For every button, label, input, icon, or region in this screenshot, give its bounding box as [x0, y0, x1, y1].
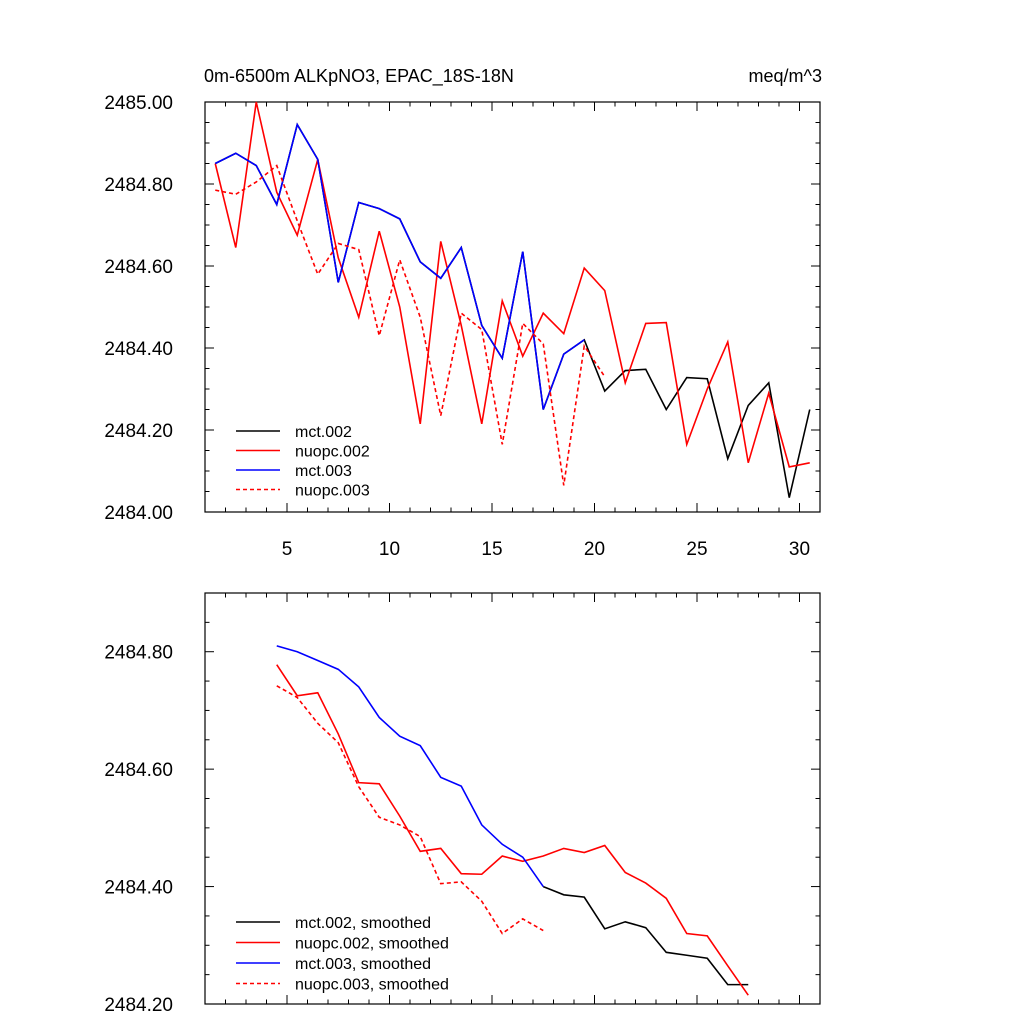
legend-label: mct.002, smoothed: [295, 915, 431, 932]
series-line-mct-002-smoothed: [542, 885, 749, 986]
top-panel: 0m-6500m ALKpNO3, EPAC_18S-18N meq/m^3 5…: [104, 66, 822, 560]
series-line-nuopc-002-smoothed: [276, 664, 749, 996]
y-tick-label: 2484.80: [104, 643, 173, 664]
series-line-mct-003-smoothed: [276, 645, 544, 888]
top-series: [214, 101, 811, 498]
x-tick-label: 20: [584, 539, 605, 560]
legend-label: nuopc.002, smoothed: [295, 936, 449, 953]
series-line-nuopc-002: [214, 101, 810, 468]
y-tick-label: 2484.20: [104, 421, 173, 442]
series-line-mct-003: [214, 122, 585, 410]
legend-label: nuopc.002: [295, 444, 370, 461]
y-tick-label: 2484.60: [104, 760, 173, 781]
y-tick-label: 2484.20: [104, 995, 173, 1016]
series-line-nuopc-003-smoothed: [276, 685, 544, 935]
x-tick-label: 5: [282, 539, 293, 560]
top-axes: 5 10 15 20 25 30 2484.00 2484.20 2484.40 2484.60 2…: [104, 93, 821, 560]
series-line-mct-002: [214, 122, 811, 498]
chart-units: meq/m^3: [749, 66, 822, 86]
legend-label: mct.002: [295, 424, 352, 441]
bottom-legend: mct.002, smoothed nuopc.002, smoothed mct.…: [236, 915, 449, 994]
y-tick-label: 2484.40: [104, 339, 173, 360]
bottom-series: [276, 645, 749, 996]
y-tick-label: 2484.00: [104, 503, 173, 524]
x-tick-label: 25: [686, 539, 707, 560]
chart-title: 0m-6500m ALKpNO3, EPAC_18S-18N: [204, 66, 514, 87]
legend-label: mct.003, smoothed: [295, 956, 431, 973]
y-tick-label: 2484.60: [104, 257, 173, 278]
top-legend: mct.002 nuopc.002 mct.003 nuopc.003: [236, 424, 370, 500]
x-tick-label: 15: [481, 539, 502, 560]
legend-label: nuopc.003: [295, 483, 370, 500]
x-tick-label: 10: [379, 539, 400, 560]
y-tick-label: 2484.80: [104, 175, 173, 196]
bottom-axes: 2484.20 2484.40 2484.60 2484.80: [104, 592, 821, 1016]
legend-label: nuopc.003, smoothed: [295, 977, 449, 994]
x-tick-label: 30: [789, 539, 810, 560]
series-line-nuopc-003: [215, 164, 606, 486]
y-tick-label: 2485.00: [104, 93, 173, 114]
y-tick-label: 2484.40: [104, 878, 173, 899]
bottom-panel: 2484.20 2484.40 2484.60 2484.80 mct.002, sm…: [104, 592, 821, 1016]
legend-label: mct.003: [295, 463, 352, 480]
